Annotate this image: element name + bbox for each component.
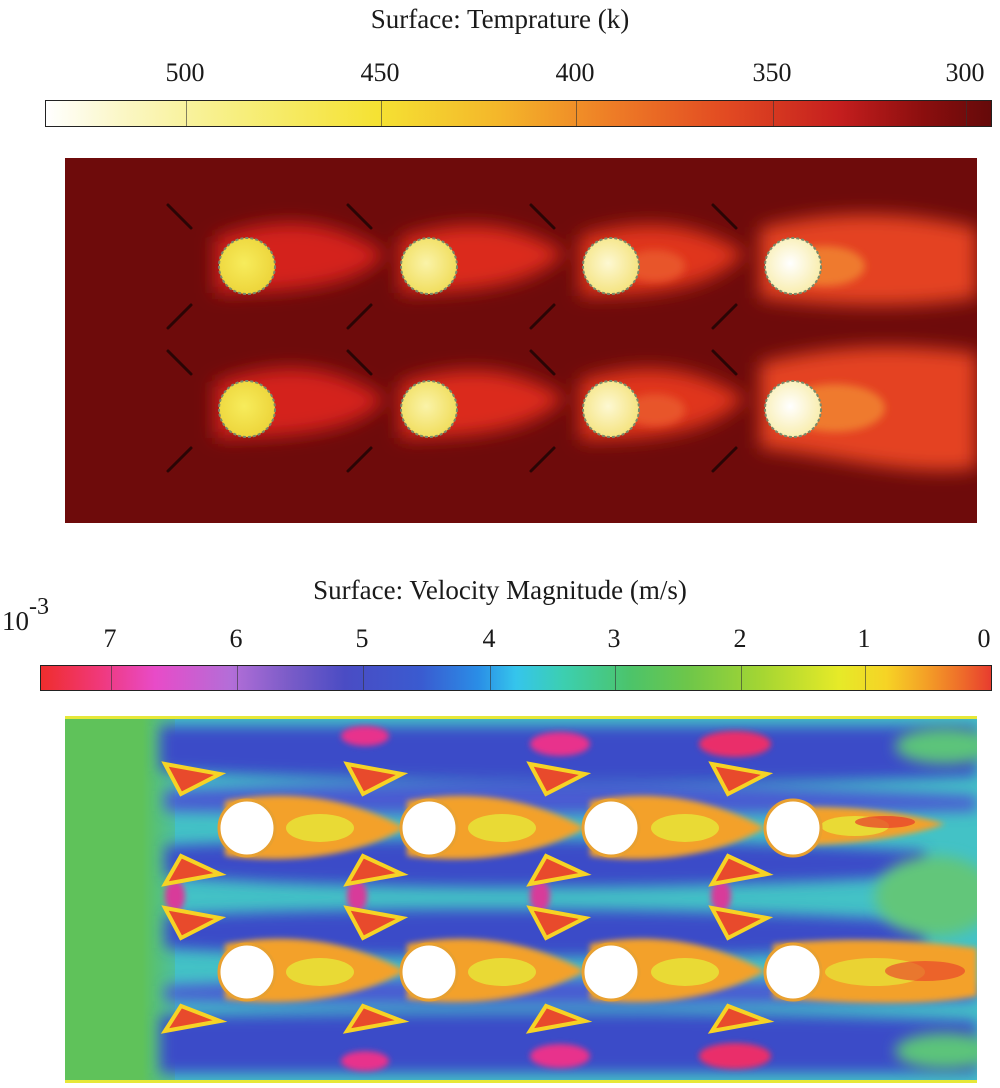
temperature-cylinders — [218, 237, 822, 438]
velocity-field-plot — [65, 716, 977, 1083]
velocity-tick-4: 4 — [482, 624, 496, 653]
temperature-tickmark — [381, 101, 382, 126]
velocity-green-regions — [875, 728, 977, 1069]
velocity-colorbar — [40, 665, 992, 691]
velocity-tick-3: 3 — [607, 624, 621, 653]
velocity-bottom-wall — [65, 1080, 977, 1083]
temperature-colorbar — [45, 100, 992, 127]
velocity-tickmark — [865, 666, 866, 690]
temperature-title: Surface: Temprature (k) — [370, 4, 630, 34]
temperature-field-plot — [65, 158, 977, 523]
temperature-tickmark — [966, 101, 967, 126]
velocity-baffle-vortices — [160, 761, 775, 1034]
temperature-tick-300: 300 — [945, 58, 985, 87]
temperature-tickmark — [576, 101, 577, 126]
velocity-tickmark — [237, 666, 238, 690]
velocity-title: Surface: Velocity Magnitude (m/s) — [313, 575, 687, 605]
velocity-top-wall — [65, 716, 977, 719]
velocity-tick-7: 7 — [103, 624, 117, 653]
velocity-tick-0: 0 — [977, 624, 991, 653]
temperature-tick-500: 500 — [165, 58, 205, 87]
temperature-baffles — [166, 203, 738, 473]
velocity-tick-5: 5 — [355, 624, 369, 653]
velocity-tickmark — [741, 666, 742, 690]
velocity-tickmark — [111, 666, 112, 690]
velocity-tick-6: 6 — [229, 624, 243, 653]
velocity-tick-1: 1 — [857, 624, 871, 653]
velocity-exponent: 10-3 — [2, 594, 49, 637]
velocity-exponent-power: -3 — [29, 594, 49, 620]
velocity-exponent-base: 10 — [2, 606, 29, 636]
velocity-cylinders — [217, 798, 823, 1002]
velocity-magenta-peaks — [165, 726, 771, 1071]
velocity-tickmark — [363, 666, 364, 690]
temperature-tick-350: 350 — [752, 58, 792, 87]
velocity-tickmark — [615, 666, 616, 690]
velocity-tick-2: 2 — [733, 624, 747, 653]
temperature-background — [65, 158, 977, 523]
temperature-tickmark — [773, 101, 774, 126]
temperature-tick-450: 450 — [360, 58, 400, 87]
temperature-tick-400: 400 — [555, 58, 595, 87]
velocity-inlet-region — [65, 716, 175, 1083]
velocity-wake-cores — [286, 814, 965, 986]
velocity-tickmark — [490, 666, 491, 690]
temperature-tickmark — [186, 101, 187, 126]
